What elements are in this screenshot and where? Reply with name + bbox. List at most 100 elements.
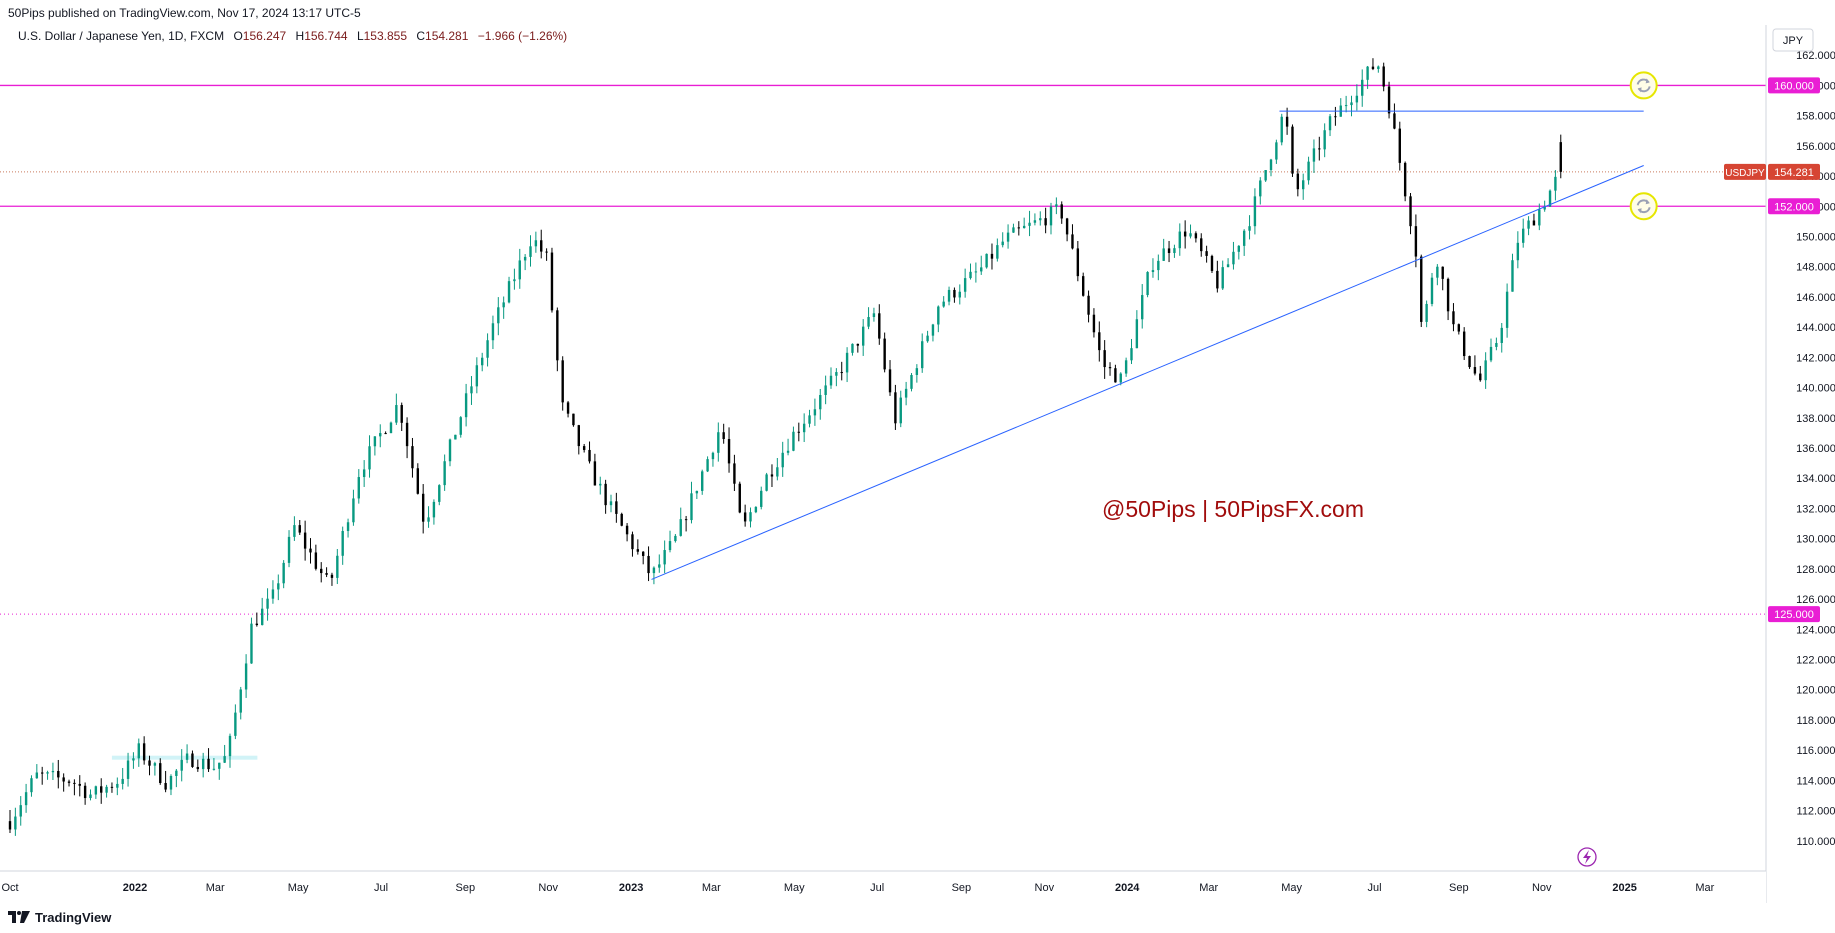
candle-body: [1511, 260, 1514, 292]
candle-body: [1505, 291, 1509, 328]
candle-body: [636, 549, 640, 552]
candle-body: [760, 490, 763, 507]
candle-body: [83, 785, 87, 799]
candle-body: [357, 477, 360, 499]
candle-body: [1253, 196, 1257, 227]
price-tick-label: 120.000: [1796, 685, 1835, 697]
candle-body: [1124, 360, 1128, 374]
price-tick-label: 124.000: [1796, 624, 1835, 636]
candle-body: [244, 663, 248, 690]
candle-body: [566, 402, 570, 414]
candle-body: [1119, 373, 1122, 383]
range-band-rect: [111, 755, 258, 760]
legend-change: −1.966 (−1.26%): [478, 29, 567, 43]
level-badge-label: 125.000: [1774, 609, 1814, 621]
candles: [8, 58, 1562, 836]
candle-body: [1371, 66, 1375, 70]
candle-body: [1479, 373, 1482, 381]
tradingview-brand[interactable]: TradingView: [35, 909, 112, 925]
alert-refresh-icon: [1629, 192, 1658, 221]
candle-body: [513, 279, 516, 282]
candle-body: [228, 735, 232, 757]
legend-close-label: C: [416, 29, 425, 43]
candle-body: [67, 781, 71, 783]
lightning-icon[interactable]: [1577, 847, 1597, 867]
time-tick-label: Mar: [1199, 882, 1218, 894]
candle-body: [819, 394, 822, 410]
last-price-symbol-badge: [1724, 163, 1766, 180]
price-scale[interactable]: 110.000 112.000 114.000 116.000 118.000 120.0…: [1796, 50, 1835, 848]
candle-body: [1210, 255, 1214, 271]
time-tick-label: May: [288, 882, 309, 894]
candle-body: [604, 483, 607, 506]
price-tick-label: 112.000: [1797, 806, 1835, 818]
candle-body: [427, 517, 430, 522]
chart-pane[interactable]: @50Pips | 50PipsFX.com U.S. Dollar / Jap…: [0, 25, 1835, 903]
time-tick-label: Mar: [1695, 882, 1714, 894]
candle-body: [1548, 190, 1552, 207]
candle-body: [641, 551, 645, 556]
horizontal-levels[interactable]: [0, 84, 1766, 615]
candle-body: [776, 467, 779, 477]
candle-body: [73, 782, 76, 784]
candle-body: [1130, 348, 1133, 361]
candle-body: [915, 368, 919, 375]
price-tick-label: 128.000: [1796, 564, 1835, 576]
candle-body: [1554, 176, 1557, 191]
candle-body: [711, 452, 715, 460]
candle-body: [1522, 228, 1525, 243]
candle-body: [835, 372, 838, 376]
candle-body: [1178, 231, 1181, 249]
candle-body: [271, 589, 275, 599]
candle-body: [1495, 342, 1498, 347]
candle-body: [529, 246, 532, 257]
time-tick-label: Sep: [456, 882, 476, 894]
legend-symbol: U.S. Dollar / Japanese Yen, 1D, FXCM: [18, 29, 224, 43]
candle-body: [770, 474, 774, 477]
candle-body: [1006, 232, 1010, 242]
candle-body: [872, 313, 876, 318]
legend-high-label: H: [296, 29, 305, 43]
candle-body: [1039, 218, 1042, 221]
candle-body: [30, 778, 33, 793]
candle-body: [282, 562, 285, 584]
level-badge-label: 152.000: [1774, 201, 1814, 213]
candle-body: [620, 513, 623, 526]
trendlines[interactable]: [651, 110, 1644, 580]
candle-body: [1275, 142, 1278, 160]
candle-body: [701, 471, 704, 491]
candle-body: [314, 552, 318, 569]
price-tick-label: 114.000: [1797, 775, 1835, 787]
candle-body: [239, 689, 242, 713]
price-tick-label: 138.000: [1796, 413, 1835, 425]
candle-body: [1071, 234, 1074, 249]
candle-body: [137, 743, 140, 759]
chart-canvas[interactable]: @50Pips | 50PipsFX.com U.S. Dollar / Jap…: [0, 25, 1835, 903]
candle-body: [663, 550, 666, 565]
candle-body: [577, 425, 580, 447]
alert-icons[interactable]: [1629, 71, 1658, 221]
candle-body: [470, 386, 473, 394]
candle-body: [153, 763, 157, 766]
price-tick-label: 126.000: [1796, 594, 1835, 606]
candle-body: [1457, 324, 1461, 332]
candle-body: [980, 267, 983, 272]
level-badge: [1768, 77, 1820, 94]
candle-body: [845, 352, 849, 373]
time-tick-label: Nov: [1035, 882, 1055, 894]
candle-body: [368, 446, 371, 470]
level-badge: [1768, 606, 1820, 623]
price-tick-label: 134.000: [1796, 473, 1835, 485]
legend: U.S. Dollar / Japanese Yen, 1D, FXCM O15…: [18, 29, 567, 43]
price-tick-label: 132.000: [1796, 503, 1835, 515]
candle-body: [615, 501, 618, 514]
candle-body: [1141, 295, 1144, 320]
candle-body: [373, 436, 377, 447]
currency-button[interactable]: [1772, 28, 1814, 52]
price-tick-label: 158.000: [1796, 111, 1835, 123]
candle-body: [974, 271, 978, 273]
candle-body: [1527, 220, 1530, 229]
candle-body: [1323, 130, 1326, 150]
price-tick-label: 148.000: [1796, 262, 1835, 274]
time-scale[interactable]: Oct 2022 Mar May Jul Sep Nov 2023 Mar May Jul Sep No…: [1, 882, 1714, 894]
